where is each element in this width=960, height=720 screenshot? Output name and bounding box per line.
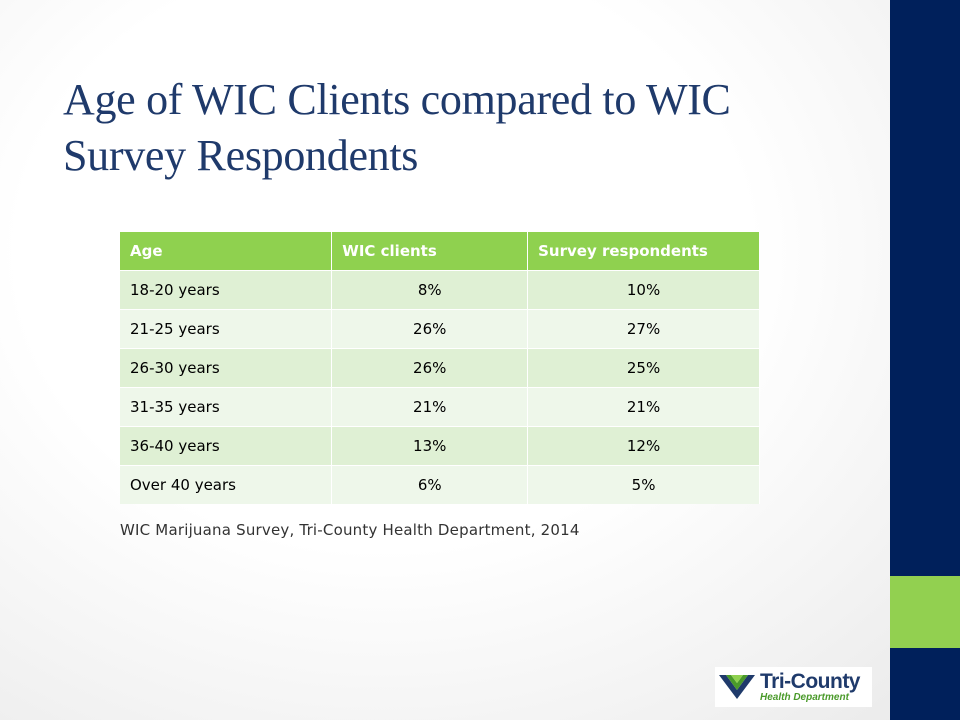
survey-respondents-cell: 10% [527,270,760,310]
wic-clients-cell: 6% [331,465,529,504]
age-comparison-table: Age WIC clients Survey respondents 18-20… [120,232,760,504]
age-cell: 26-30 years [120,348,333,388]
age-cell: 18-20 years [120,270,333,310]
table-row: 21-25 years 26% 27% [120,309,760,349]
sidebar-blue-bar [890,0,960,576]
survey-respondents-cell: 27% [527,309,760,349]
table-row: 36-40 years 13% 12% [120,426,760,466]
header-wic-clients: WIC clients [331,232,529,271]
logo-name: Tri-County [760,670,861,693]
table-row: 31-35 years 21% 21% [120,387,760,427]
table-header-row: Age WIC clients Survey respondents [120,232,760,271]
slide-title: Age of WIC Clients compared to WIC Surve… [63,75,731,180]
survey-respondents-cell: 21% [527,387,760,427]
table-row: 18-20 years 8% 10% [120,270,760,310]
table-row: Over 40 years 6% 5% [120,465,760,504]
source-citation: WIC Marijuana Survey, Tri-County Health … [120,521,580,539]
survey-respondents-cell: 5% [527,465,760,504]
age-cell: 21-25 years [120,309,333,349]
header-survey-respondents: Survey respondents [527,232,760,271]
wic-clients-cell: 26% [331,348,529,388]
sidebar-green-block [890,576,960,648]
wic-clients-cell: 26% [331,309,529,349]
wic-clients-cell: 8% [331,270,529,310]
age-cell: 31-35 years [120,387,333,427]
wic-clients-cell: 21% [331,387,529,427]
age-cell: Over 40 years [120,465,333,504]
header-age: Age [120,232,333,271]
tri-county-chevron-logo-icon [719,675,755,699]
sidebar-blue-bottom-block [890,648,960,720]
tri-county-logo: Tri-County Health Department [715,667,872,707]
logo-subtitle: Health Department [760,692,849,703]
survey-respondents-cell: 25% [527,348,760,388]
table-row: 26-30 years 26% 25% [120,348,760,388]
wic-clients-cell: 13% [331,426,529,466]
survey-respondents-cell: 12% [527,426,760,466]
age-cell: 36-40 years [120,426,333,466]
